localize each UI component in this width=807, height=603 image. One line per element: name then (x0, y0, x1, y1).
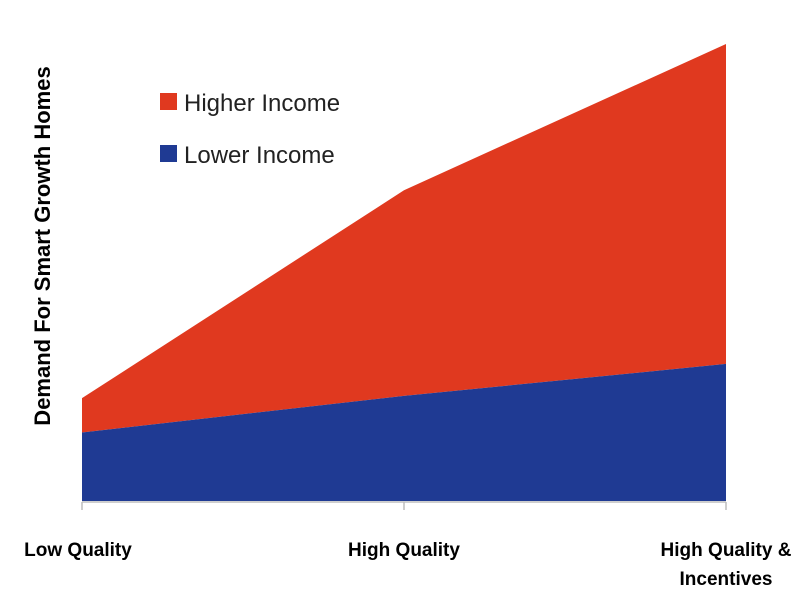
x-tick-label: High Quality (348, 540, 460, 561)
legend-label: Higher Income (184, 90, 340, 117)
legend-item: Lower Income (160, 142, 335, 169)
legend-swatch (160, 93, 177, 110)
area-higher-income (82, 44, 726, 433)
legend-label: Lower Income (184, 142, 335, 169)
x-tick-labels: Low Quality High Quality High Quality & Inc… (24, 540, 792, 590)
x-tick-marks (81, 502, 727, 510)
x-tick-label: Low Quality (24, 540, 132, 561)
y-axis-label: Demand For Smart Growth Homes (30, 66, 55, 425)
chart-axes (81, 501, 727, 510)
area-lower-income (82, 363, 726, 501)
chart-areas (82, 44, 726, 501)
legend-item: Higher Income (160, 90, 340, 117)
legend: Higher Income Lower Income (160, 90, 340, 169)
legend-swatch (160, 145, 177, 162)
x-tick-label: High Quality & Incentives (661, 540, 792, 590)
